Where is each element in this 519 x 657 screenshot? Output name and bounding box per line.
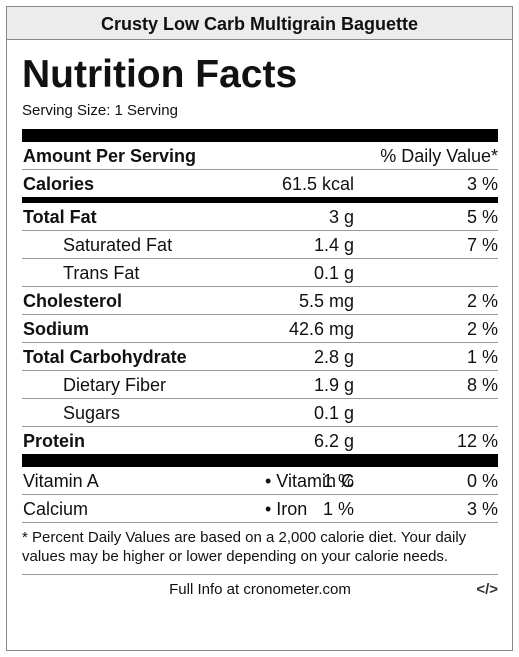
footer: Full Info at cronometer.com </> xyxy=(22,575,498,605)
nutrient-row: Total Carbohydrate 2.8 g 1 % xyxy=(22,343,498,371)
vitamin-dv: 1 % xyxy=(322,471,354,491)
nutrient-amount: 61.5 kcal xyxy=(281,174,354,194)
column-left: Amount Per Serving xyxy=(23,146,197,166)
label-content: Nutrition Facts Serving Size: 1 Serving … xyxy=(22,51,498,605)
nutrient-row: Total Fat 3 g 5 % xyxy=(22,203,498,231)
heading: Nutrition Facts xyxy=(22,53,298,96)
vitamin-name: • Vitamin C xyxy=(265,471,354,491)
nutrient-row: Trans Fat 0.1 g xyxy=(22,259,498,287)
nutrient-amount: 0.1 g xyxy=(313,263,354,283)
nutrient-name: Protein xyxy=(23,431,86,451)
nutrient-dv: 1 % xyxy=(466,347,498,367)
nutrient-amount: 1.9 g xyxy=(313,375,354,395)
nutrient-name: Trans Fat xyxy=(63,263,140,283)
nutrient-amount: 3 g xyxy=(328,207,354,227)
nutrition-label: Crusty Low Carb Multigrain Baguette Nutr… xyxy=(6,6,513,651)
nutrient-name: Calories xyxy=(23,174,95,194)
title-bar: Crusty Low Carb Multigrain Baguette xyxy=(7,7,512,40)
nutrient-dv: 7 % xyxy=(466,235,498,255)
vitamin-name: Calcium xyxy=(23,499,89,519)
vitamin-row: Vitamin A 1 % • Vitamin C 0 % xyxy=(22,467,498,495)
vitamin-dv: 1 % xyxy=(322,499,354,519)
vitamin-dv: 3 % xyxy=(466,499,498,519)
nutrient-name: Cholesterol xyxy=(23,291,123,311)
nutrient-amount: 2.8 g xyxy=(313,347,354,367)
embed-button[interactable]: </> xyxy=(476,581,498,598)
nutrient-name: Sodium xyxy=(23,319,89,339)
nutrient-amount: 6.2 g xyxy=(313,431,354,451)
nutrient-amount: 1.4 g xyxy=(313,235,354,255)
vitamin-name: • Iron xyxy=(265,499,308,519)
nutrient-row: Dietary Fiber 1.9 g 8 % xyxy=(22,371,498,399)
nutrient-name: Saturated Fat xyxy=(63,235,173,255)
thick-rule xyxy=(22,454,498,467)
nutrient-dv: 8 % xyxy=(466,375,498,395)
nutrient-name: Sugars xyxy=(63,403,121,423)
nutrient-dv: 2 % xyxy=(466,319,498,339)
cronometer-link[interactable]: Full Info at cronometer.com xyxy=(169,581,351,598)
nutrient-amount: 42.6 mg xyxy=(288,319,354,339)
nutrient-amount: 0.1 g xyxy=(313,403,354,423)
nutrient-name: Total Fat xyxy=(23,207,97,227)
thick-rule xyxy=(22,129,498,142)
vitamin-dv: 0 % xyxy=(466,471,498,491)
column-header: Amount Per Serving % Daily Value* xyxy=(22,142,498,170)
nutrient-row: Saturated Fat 1.4 g 7 % xyxy=(22,231,498,259)
vitamin-row: Calcium 1 % • Iron 3 % xyxy=(22,495,498,523)
nutrient-row: Sodium 42.6 mg 2 % xyxy=(22,315,498,343)
nutrient-name: Total Carbohydrate xyxy=(23,347,187,367)
serving-size: Serving Size: 1 Serving xyxy=(22,102,178,119)
column-right: % Daily Value* xyxy=(380,146,498,166)
nutrient-dv: 3 % xyxy=(466,174,498,194)
vitamin-name: Vitamin A xyxy=(23,471,99,491)
nutrient-amount: 5.5 mg xyxy=(298,291,354,311)
footnote: * Percent Daily Values are based on a 2,… xyxy=(22,523,498,575)
nutrient-row: Protein 6.2 g 12 % xyxy=(22,427,498,454)
medium-rule xyxy=(22,197,498,203)
nutrient-row: Cholesterol 5.5 mg 2 % xyxy=(22,287,498,315)
nutrient-list: Total Fat 3 g 5 % Saturated Fat 1.4 g 7 % Tran… xyxy=(22,203,498,454)
nutrient-row: Sugars 0.1 g xyxy=(22,399,498,427)
nutrient-name: Dietary Fiber xyxy=(63,375,167,395)
nutrient-dv: 5 % xyxy=(466,207,498,227)
nutrient-dv: 12 % xyxy=(456,431,498,451)
nutrient-dv: 2 % xyxy=(466,291,498,311)
calories-row: Calories 61.5 kcal 3 % xyxy=(22,170,498,197)
